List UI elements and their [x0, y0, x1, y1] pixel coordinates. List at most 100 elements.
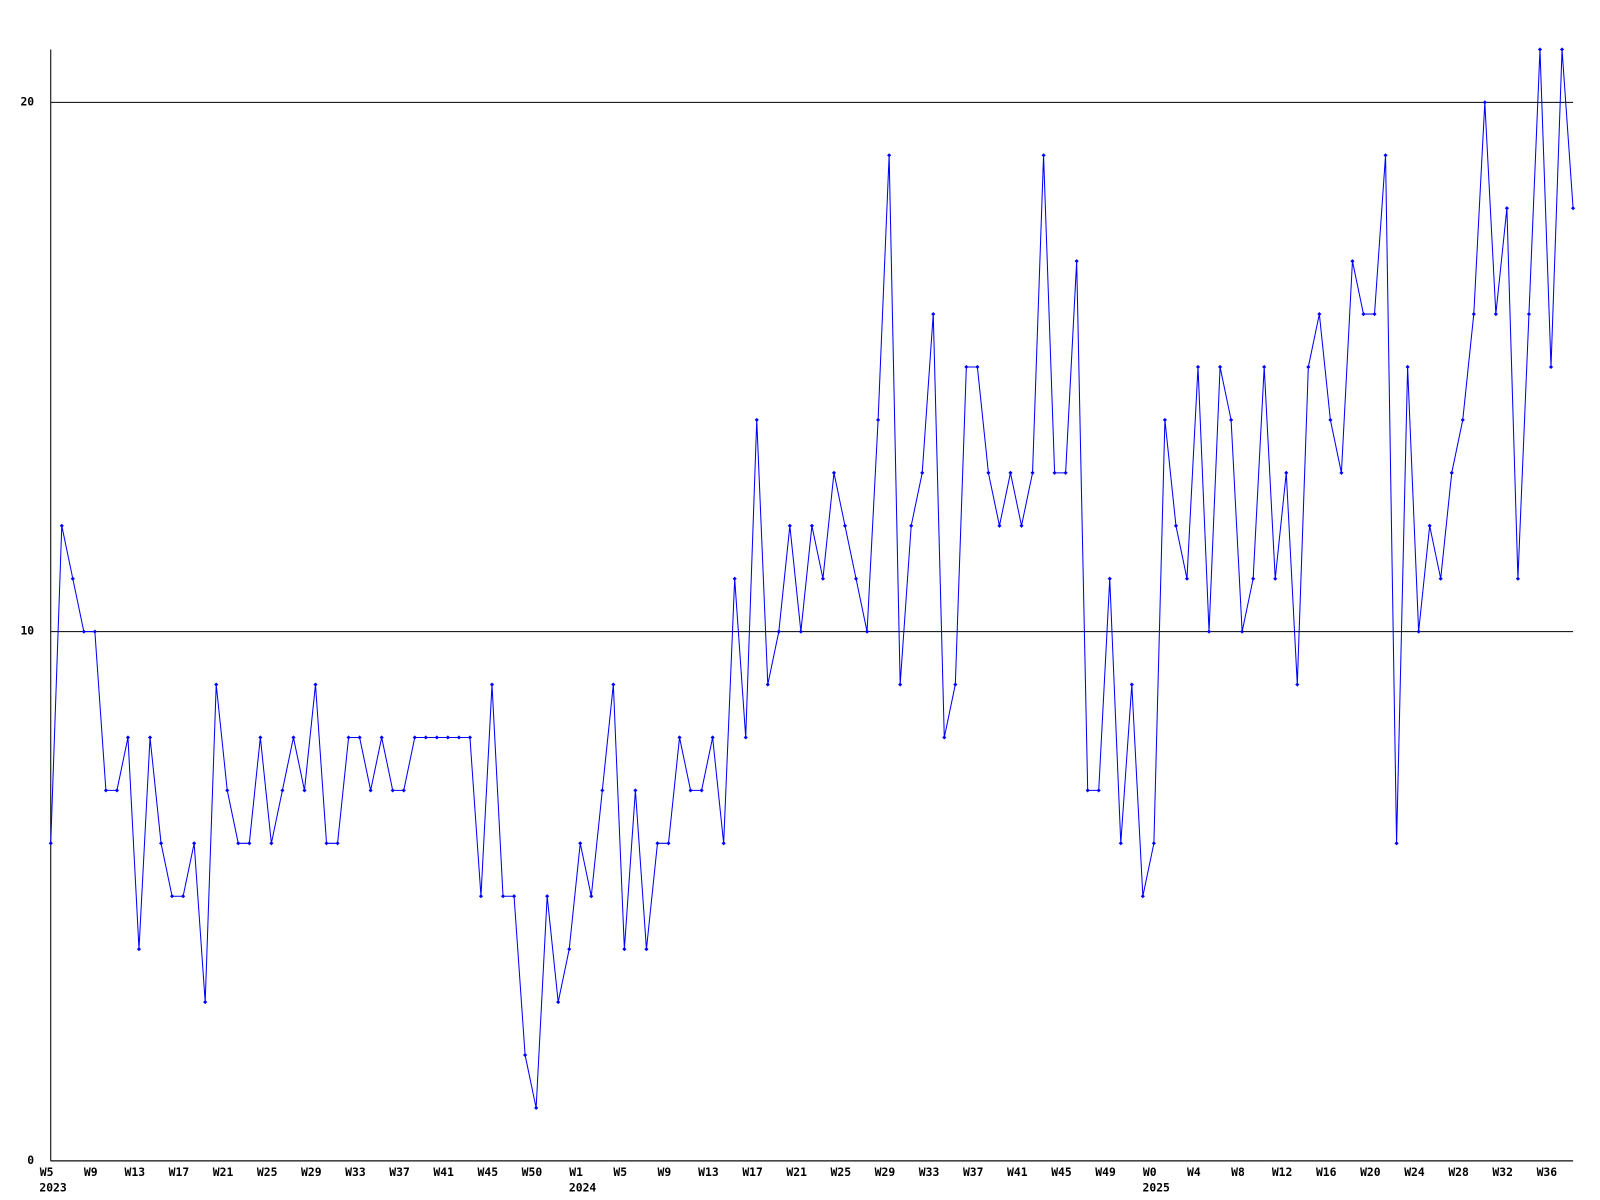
x-tick-label: W29	[301, 1165, 322, 1179]
data-point	[1559, 47, 1565, 52]
data-point	[1306, 364, 1311, 370]
data-point	[1526, 312, 1532, 317]
x-tick-label: W17	[169, 1165, 190, 1179]
data-point	[578, 841, 583, 846]
x-tick-label: W24	[1404, 1165, 1425, 1179]
data-point	[853, 576, 859, 581]
data-point	[423, 735, 428, 740]
x-tick-label: W32	[1492, 1165, 1513, 1179]
x-tick-label: W33	[919, 1165, 940, 1179]
x-tick-label: W13	[698, 1165, 719, 1179]
series-line	[50, 49, 1574, 1109]
data-point	[1206, 629, 1212, 634]
x-tick-label: W36	[1537, 1165, 1558, 1179]
data-point	[1251, 576, 1256, 581]
data-point	[953, 682, 958, 687]
data-point	[809, 523, 814, 528]
data-point	[147, 735, 153, 740]
x-tick-label: W21	[786, 1165, 807, 1179]
data-point	[59, 523, 64, 528]
data-point	[445, 735, 450, 740]
data-point	[258, 735, 263, 740]
data-point	[302, 788, 307, 793]
data-point	[1107, 576, 1112, 581]
data-point	[1482, 100, 1487, 105]
x-tick-label: W9	[657, 1165, 671, 1179]
year-label: 2023	[39, 1181, 67, 1195]
data-point	[170, 894, 175, 899]
data-point	[478, 894, 484, 899]
data-point	[743, 735, 748, 740]
data-point	[1416, 629, 1421, 634]
x-tick-label: W25	[257, 1165, 278, 1179]
data-point	[644, 947, 649, 952]
data-point	[567, 947, 572, 952]
data-point	[1151, 841, 1156, 846]
data-point	[1438, 576, 1443, 581]
x-tick-label: W8	[1231, 1165, 1245, 1179]
data-point	[611, 682, 616, 687]
data-point	[1273, 576, 1278, 581]
data-point	[820, 576, 826, 581]
data-point	[203, 1000, 208, 1005]
data-point	[1372, 312, 1377, 317]
data-point	[765, 682, 770, 687]
data-point	[291, 735, 296, 740]
data-point	[225, 788, 230, 793]
x-tick-label: W41	[433, 1165, 454, 1179]
data-point	[434, 735, 439, 740]
x-tick-label: W4	[1187, 1165, 1201, 1179]
data-point	[1195, 364, 1201, 370]
data-point	[534, 1105, 539, 1110]
data-point	[1350, 259, 1355, 264]
data-point	[1140, 894, 1145, 899]
data-point	[1041, 153, 1046, 158]
data-point	[864, 629, 870, 634]
data-point	[556, 1000, 561, 1005]
data-point	[633, 788, 638, 793]
data-point	[545, 894, 550, 899]
data-point	[158, 841, 164, 846]
data-point	[986, 470, 991, 475]
data-point	[335, 841, 340, 846]
data-point	[181, 894, 186, 899]
data-point	[269, 841, 274, 846]
data-point	[401, 788, 406, 793]
data-point	[732, 576, 737, 581]
data-point	[1284, 470, 1289, 475]
data-point	[655, 841, 660, 846]
data-point	[1317, 312, 1322, 317]
data-point	[379, 735, 384, 740]
data-point	[1008, 470, 1013, 475]
data-point	[368, 788, 373, 793]
data-point	[1229, 417, 1234, 422]
data-point	[699, 788, 704, 793]
data-point	[1173, 523, 1179, 528]
x-tick-label: W13	[125, 1165, 146, 1179]
data-point	[346, 735, 351, 740]
data-point	[1571, 206, 1576, 211]
data-point	[887, 153, 892, 158]
x-tick-label: W16	[1316, 1165, 1337, 1179]
data-point	[776, 629, 781, 634]
x-tick-label: W37	[389, 1165, 410, 1179]
x-tick-label: W45	[1051, 1165, 1072, 1179]
data-point	[1262, 364, 1267, 370]
data-point	[1361, 312, 1366, 317]
x-tick-label: W17	[742, 1165, 763, 1179]
data-point	[1052, 470, 1057, 475]
x-tick-label: W33	[345, 1165, 366, 1179]
data-point	[247, 841, 252, 846]
x-tick-label: W41	[1007, 1165, 1028, 1179]
data-point	[1328, 417, 1333, 422]
data-point	[1537, 47, 1543, 52]
data-point	[1019, 523, 1024, 528]
data-point	[677, 735, 682, 740]
data-point	[964, 364, 969, 370]
data-point	[721, 841, 726, 846]
data-point	[390, 788, 395, 793]
x-tick-label: W12	[1272, 1165, 1293, 1179]
data-point	[931, 312, 936, 317]
